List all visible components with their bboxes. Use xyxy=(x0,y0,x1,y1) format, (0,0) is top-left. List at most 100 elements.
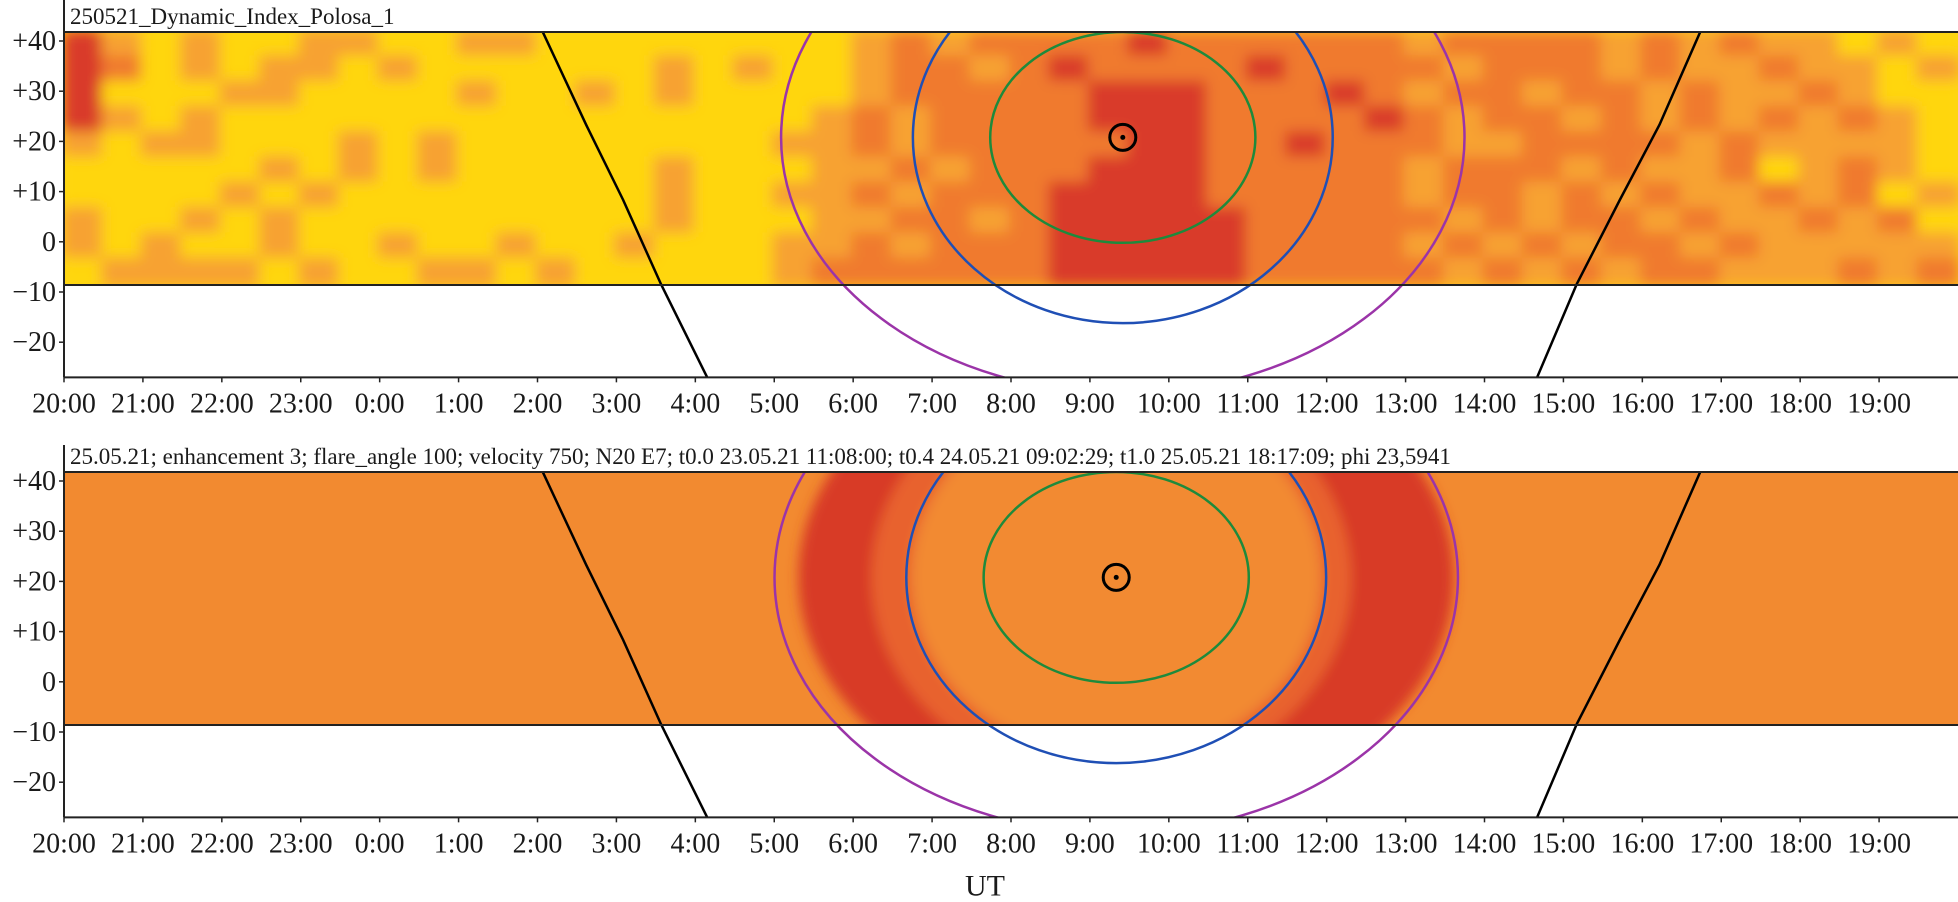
x-tick-label: 18:00 xyxy=(1768,828,1832,859)
heatmap-cell xyxy=(1521,207,1566,237)
heatmap-cell xyxy=(1443,181,1487,212)
heatmap-cell xyxy=(732,55,777,85)
heatmap-cell xyxy=(1364,55,1408,85)
y-tick-label: +20 xyxy=(12,566,56,597)
heatmap-cell xyxy=(180,105,224,136)
heatmap-cell xyxy=(1443,31,1487,60)
heatmap-cell xyxy=(693,55,737,85)
heatmap-cell xyxy=(1758,105,1803,136)
heatmap-cell xyxy=(535,207,579,237)
heatmap-cell xyxy=(338,105,382,136)
heatmap-cell xyxy=(930,181,974,212)
heatmap-cell xyxy=(1087,105,1132,136)
heatmap-cell xyxy=(1758,131,1803,161)
heatmap-cell xyxy=(1285,31,1329,60)
heatmap-cell xyxy=(1640,207,1684,237)
heatmap-cell xyxy=(1877,232,1921,262)
heatmap-cell xyxy=(969,55,1013,85)
heatmap-cell xyxy=(1521,55,1566,85)
source-marker-icon xyxy=(1108,122,1138,152)
y-tick-label: −10 xyxy=(12,277,56,308)
heatmap-cell xyxy=(1009,105,1053,136)
x-tick-label: 15:00 xyxy=(1532,828,1596,859)
heatmap-cell xyxy=(101,31,145,60)
heatmap-cell xyxy=(732,80,777,110)
heatmap-cell xyxy=(1364,207,1408,237)
blue-contour-ellipse xyxy=(905,471,1328,765)
heatmap-cell xyxy=(1837,80,1882,110)
heatmap-cell xyxy=(1877,207,1921,237)
heatmap-cell xyxy=(219,156,264,186)
heatmap-cell xyxy=(811,31,856,60)
heatmap-cell xyxy=(1009,156,1053,186)
heatmap-cell xyxy=(1758,55,1803,85)
heatmap-cell xyxy=(417,80,461,110)
heatmap-cell xyxy=(1482,55,1526,85)
heatmap-cell xyxy=(693,131,737,161)
x-tick-label: 20:00 xyxy=(32,388,96,419)
heatmap-cell xyxy=(180,131,224,161)
heatmap-cell xyxy=(1443,80,1487,110)
heatmap-cell xyxy=(64,207,106,237)
heatmap-cell xyxy=(1166,55,1211,85)
heatmap-cell xyxy=(219,181,264,212)
heatmap-cell xyxy=(614,31,658,60)
heatmap-cell xyxy=(377,156,422,186)
heatmap-cell xyxy=(1245,181,1290,212)
x-tick-label: 2:00 xyxy=(513,828,563,859)
heatmap-cell xyxy=(259,131,303,161)
heatmap-cell xyxy=(1521,156,1566,186)
heatmap-cell xyxy=(614,232,658,262)
heatmap-cell xyxy=(1285,105,1329,136)
heatmap-cell xyxy=(377,207,422,237)
heatmap-cell xyxy=(140,131,185,161)
heatmap-cell xyxy=(456,131,501,161)
heatmap-cell xyxy=(772,257,816,285)
heatmap-cell xyxy=(1837,257,1882,285)
heatmap-cell xyxy=(574,181,619,212)
heatmap-cell xyxy=(1364,131,1408,161)
heatmap-cell xyxy=(64,156,106,186)
heatmap-cell xyxy=(259,80,303,110)
heatmap-cell xyxy=(1719,80,1763,110)
x-tick-label: 16:00 xyxy=(1610,388,1674,419)
heatmap-cell xyxy=(456,232,501,262)
heatmap-cell xyxy=(1482,80,1526,110)
blue-contour-ellipse xyxy=(911,31,1334,325)
heatmap-cell xyxy=(1482,181,1526,212)
x-tick-label: 22:00 xyxy=(190,828,254,859)
heatmap-cell xyxy=(338,80,382,110)
heatmap-cell xyxy=(693,156,737,186)
heatmap-cell xyxy=(1048,105,1092,136)
heatmap-cell xyxy=(377,55,422,85)
heatmap-cell xyxy=(377,80,422,110)
heatmap-cell xyxy=(772,80,816,110)
heatmap-cell xyxy=(1600,55,1645,85)
heatmap-cell xyxy=(890,156,935,186)
heatmap-cell xyxy=(496,105,540,136)
purple-contour-ellipse xyxy=(773,471,1460,818)
x-tick-label: 1:00 xyxy=(434,388,484,419)
heatmap-cell xyxy=(1048,31,1092,60)
x-tick-label: 7:00 xyxy=(907,388,957,419)
heatmap-cell xyxy=(772,207,816,237)
heatmap-cell xyxy=(259,105,303,136)
heatmap-cell xyxy=(298,156,343,186)
heatmap-cell xyxy=(1009,207,1053,237)
heatmap-cell xyxy=(693,105,737,136)
heatmap-cell xyxy=(1324,257,1369,285)
heatmap-cell xyxy=(1640,55,1684,85)
heatmap-cell xyxy=(1521,80,1566,110)
heatmap-cell xyxy=(140,232,185,262)
heatmap-cell xyxy=(1245,55,1290,85)
heatmap-cell xyxy=(1798,80,1842,110)
heatmap-cell xyxy=(1324,207,1369,237)
heatmap-cell xyxy=(851,105,895,136)
heatmap-cell xyxy=(732,181,777,212)
heatmap-cell xyxy=(298,181,343,212)
heatmap-cell xyxy=(1758,257,1803,285)
heatmap-cell xyxy=(1679,207,1724,237)
heatmap-cell xyxy=(732,156,777,186)
heatmap-cell xyxy=(1837,232,1882,262)
